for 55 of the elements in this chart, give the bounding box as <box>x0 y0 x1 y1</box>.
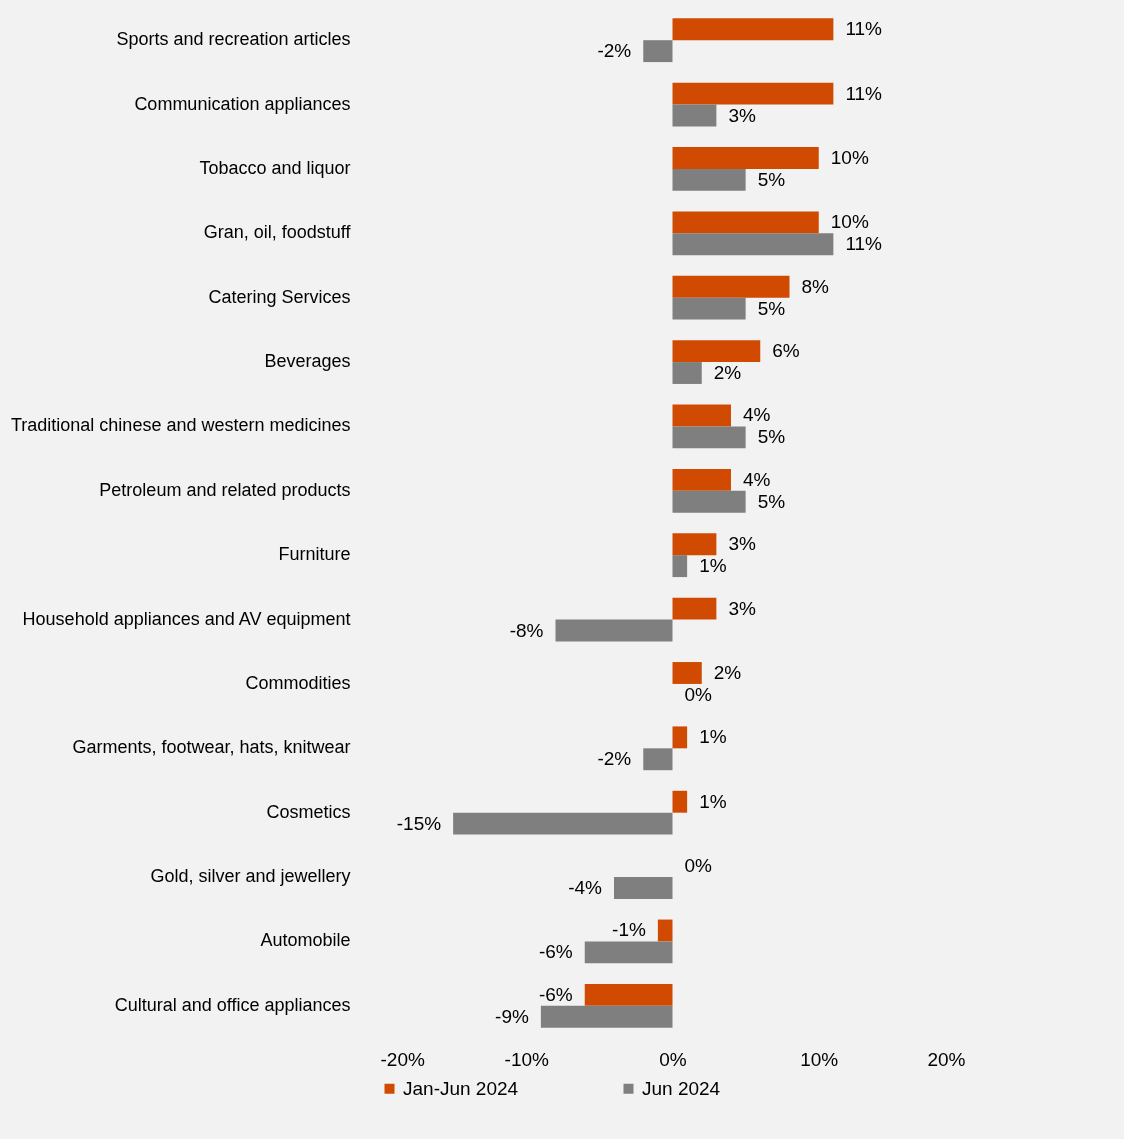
legend-label: Jun 2024 <box>642 1077 721 1099</box>
data-label: 2% <box>713 362 742 384</box>
data-label: 2% <box>713 661 742 683</box>
data-label: -1% <box>612 919 646 941</box>
data-label: 1% <box>699 726 727 748</box>
data-label: -4% <box>568 877 603 899</box>
data-label: 11% <box>845 82 883 104</box>
y-tick-label: Petroleum and related products <box>99 479 351 500</box>
x-tick-label: -10% <box>504 1048 550 1070</box>
data-label: -2% <box>597 40 632 62</box>
x-tick-label: 20% <box>927 1048 966 1070</box>
y-tick-label: Commodities <box>245 672 351 693</box>
data-label: 10% <box>830 211 869 233</box>
y-tick-label: Cosmetics <box>266 801 351 822</box>
data-label: 11% <box>845 18 883 40</box>
data-label: 3% <box>728 597 756 619</box>
data-label: 6% <box>772 340 800 362</box>
y-tick-label: Garments, footwear, hats, knitwear <box>72 737 351 758</box>
y-tick-label: Catering Services <box>208 286 351 307</box>
data-label: -6% <box>538 983 573 1005</box>
data-label: 0% <box>684 855 713 877</box>
y-tick-label: Beverages <box>264 351 351 372</box>
data-label: 5% <box>757 297 786 319</box>
y-tick-label: Tobacco and liquor <box>199 157 351 178</box>
data-label: 11% <box>845 233 883 255</box>
y-tick-label: Furniture <box>278 544 351 565</box>
data-label: 1% <box>699 555 727 577</box>
data-label: 1% <box>699 790 727 812</box>
legend-label: Jan-Jun 2024 <box>403 1077 519 1099</box>
y-tick-label: Automobile <box>260 930 351 951</box>
y-tick-label: Cultural and office appliances <box>114 994 351 1015</box>
data-label: 8% <box>801 275 830 297</box>
data-label: -9% <box>495 1005 529 1027</box>
y-tick-label: Traditional chinese and western medicines <box>10 415 351 436</box>
data-label: 10% <box>830 146 869 168</box>
data-label: 3% <box>728 104 756 126</box>
y-tick-label: Household appliances and AV equipment <box>22 608 351 629</box>
y-tick-label: Gold, silver and jewellery <box>150 866 351 887</box>
x-tick-label: -20% <box>380 1048 425 1070</box>
data-label: 3% <box>728 533 756 555</box>
data-label: -15% <box>396 812 442 834</box>
data-label: 0% <box>684 683 713 705</box>
data-label: 4% <box>743 468 771 490</box>
y-tick-label: Communication appliances <box>134 93 351 114</box>
x-tick-label: 10% <box>800 1048 839 1070</box>
x-tick-label: 0% <box>659 1048 687 1070</box>
data-label: 5% <box>757 168 786 190</box>
y-tick-label: Sports and recreation articles <box>116 29 351 50</box>
data-label: -8% <box>509 619 544 641</box>
y-tick-label: Gran, oil, foodstuff <box>203 222 352 243</box>
data-label: -6% <box>538 941 573 963</box>
data-label: 5% <box>757 490 786 512</box>
data-label: 5% <box>757 426 786 448</box>
data-label: -2% <box>597 748 632 770</box>
data-label: 4% <box>743 404 771 426</box>
